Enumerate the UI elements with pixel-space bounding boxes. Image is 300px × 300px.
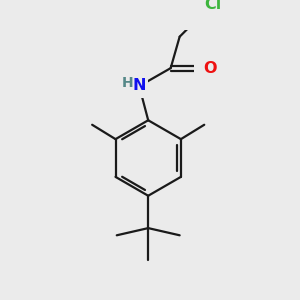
- Text: O: O: [203, 61, 217, 76]
- Text: H: H: [122, 76, 133, 89]
- Text: Cl: Cl: [204, 0, 221, 12]
- Text: N: N: [133, 78, 146, 93]
